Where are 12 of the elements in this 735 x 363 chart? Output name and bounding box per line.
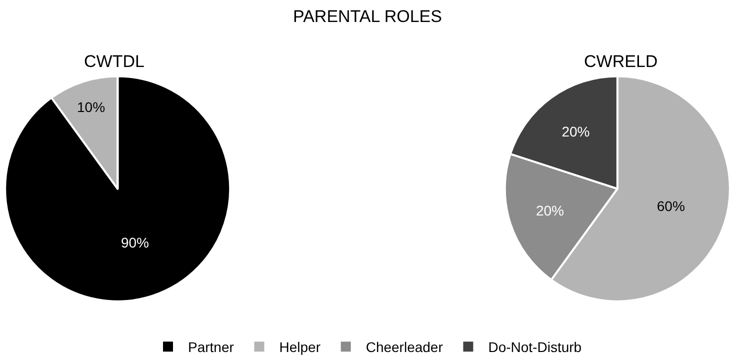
data-label: 20% (562, 123, 590, 140)
slice-label: CWTDL (84, 52, 144, 71)
data-label: 60% (656, 198, 685, 214)
legend-label: Cheerleader (366, 339, 444, 356)
legend-label: Helper (279, 339, 321, 356)
legend-label: Partner (188, 339, 234, 356)
data-label: 20% (536, 202, 564, 219)
chart-title: PARENTAL ROLES (293, 7, 442, 26)
legend-label: Do-Not-Disturb (488, 339, 582, 356)
data-label: 10% (77, 99, 106, 115)
data-label: 90% (120, 234, 149, 250)
slice-label: CWRELD (584, 52, 658, 71)
